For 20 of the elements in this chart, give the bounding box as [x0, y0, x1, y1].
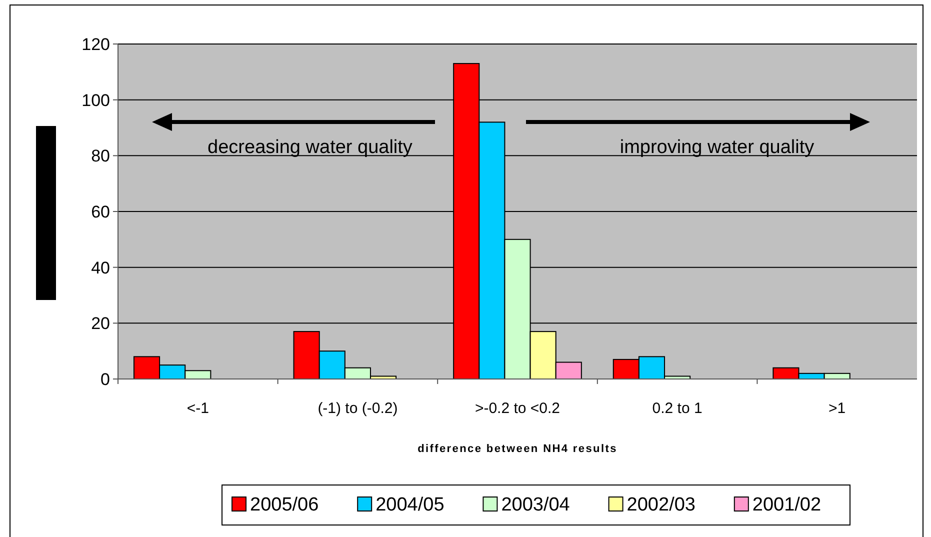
legend-label: 2001/02: [752, 494, 822, 516]
y-tick-label: 40: [91, 258, 110, 278]
x-tick-label: 0.2 to 1: [652, 400, 702, 417]
x-tick-label: (-1) to (-0.2): [318, 400, 398, 417]
y-tick-label: 60: [91, 202, 110, 222]
legend-label: 2004/05: [376, 494, 444, 516]
x-tick-label: >-0.2 to <0.2: [474, 400, 560, 417]
y-tick-label: 100: [82, 90, 110, 110]
y-tick-label: 0: [100, 370, 110, 389]
y-tick-label: 120: [82, 34, 110, 54]
x-tick-label: >1: [828, 400, 846, 417]
legend-label: 2005/06: [250, 494, 319, 516]
x-tick-label: <-1: [186, 400, 209, 417]
legend-label: 2002/03: [626, 494, 696, 516]
x-axis-title: difference between NH4 results: [418, 443, 618, 455]
y-tick-label: 20: [91, 314, 110, 334]
legend-label: 2003/04: [501, 494, 570, 516]
annotation: decreasing water quality: [208, 137, 413, 158]
annotation: improving water quality: [620, 137, 815, 158]
y-tick-label: 80: [91, 146, 110, 166]
